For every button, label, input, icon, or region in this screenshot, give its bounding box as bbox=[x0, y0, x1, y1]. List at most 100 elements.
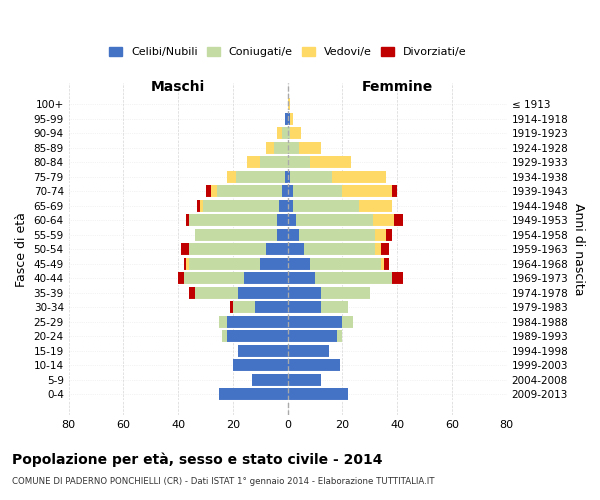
Bar bbox=[219, 388, 287, 400]
Bar bbox=[320, 302, 348, 313]
Bar bbox=[282, 128, 287, 139]
Bar bbox=[373, 214, 394, 226]
Legend: Celibi/Nubili, Coniugati/e, Vedovi/e, Divorziati/e: Celibi/Nubili, Coniugati/e, Vedovi/e, Di… bbox=[104, 42, 471, 62]
Bar bbox=[189, 214, 277, 226]
Bar bbox=[287, 200, 293, 211]
Bar bbox=[211, 186, 217, 197]
Bar bbox=[252, 374, 287, 386]
Bar bbox=[290, 113, 293, 124]
Bar bbox=[320, 287, 370, 298]
Bar bbox=[299, 142, 320, 154]
Bar bbox=[299, 229, 376, 240]
Text: Maschi: Maschi bbox=[151, 80, 205, 94]
Bar bbox=[238, 345, 287, 356]
Bar bbox=[260, 156, 287, 168]
Bar bbox=[247, 156, 260, 168]
Bar bbox=[233, 302, 255, 313]
Bar bbox=[392, 186, 397, 197]
Bar bbox=[266, 142, 274, 154]
Bar bbox=[381, 258, 383, 270]
Bar bbox=[310, 258, 381, 270]
Bar bbox=[287, 128, 290, 139]
Bar bbox=[287, 374, 320, 386]
Bar bbox=[287, 214, 296, 226]
Bar bbox=[293, 200, 359, 211]
Bar bbox=[266, 244, 287, 255]
Bar bbox=[383, 258, 389, 270]
Bar bbox=[287, 287, 320, 298]
Bar bbox=[233, 360, 287, 371]
Bar bbox=[230, 302, 233, 313]
Bar bbox=[287, 345, 329, 356]
Bar bbox=[189, 258, 260, 270]
Bar bbox=[244, 272, 287, 284]
Bar bbox=[217, 186, 282, 197]
Bar bbox=[200, 200, 203, 211]
Bar bbox=[337, 330, 343, 342]
Bar bbox=[287, 156, 310, 168]
Bar bbox=[394, 214, 403, 226]
Y-axis label: Fasce di età: Fasce di età bbox=[15, 212, 28, 286]
Bar bbox=[287, 229, 299, 240]
Bar bbox=[287, 388, 348, 400]
Bar bbox=[187, 214, 189, 226]
Bar bbox=[287, 244, 304, 255]
Bar bbox=[194, 287, 238, 298]
Bar bbox=[359, 200, 392, 211]
Bar bbox=[219, 316, 227, 328]
Bar bbox=[277, 214, 287, 226]
Bar bbox=[293, 186, 343, 197]
Bar bbox=[197, 200, 200, 211]
Bar bbox=[386, 229, 392, 240]
Text: Popolazione per età, sesso e stato civile - 2014: Popolazione per età, sesso e stato civil… bbox=[12, 452, 383, 467]
Bar bbox=[290, 128, 301, 139]
Bar bbox=[274, 142, 287, 154]
Bar bbox=[227, 330, 287, 342]
Bar bbox=[287, 316, 343, 328]
Bar bbox=[203, 200, 280, 211]
Bar bbox=[376, 229, 386, 240]
Bar bbox=[277, 229, 287, 240]
Text: Femmine: Femmine bbox=[362, 80, 433, 94]
Bar bbox=[189, 244, 266, 255]
Bar bbox=[331, 171, 386, 182]
Bar bbox=[310, 156, 350, 168]
Bar bbox=[181, 244, 189, 255]
Bar bbox=[343, 186, 392, 197]
Bar bbox=[287, 98, 290, 110]
Bar bbox=[194, 229, 277, 240]
Bar bbox=[255, 302, 287, 313]
Bar bbox=[285, 113, 287, 124]
Bar bbox=[287, 360, 340, 371]
Bar bbox=[227, 316, 287, 328]
Bar bbox=[290, 171, 331, 182]
Bar bbox=[227, 171, 236, 182]
Bar bbox=[287, 258, 310, 270]
Bar bbox=[222, 330, 227, 342]
Bar bbox=[189, 287, 194, 298]
Bar bbox=[236, 171, 285, 182]
Bar bbox=[238, 287, 287, 298]
Bar bbox=[287, 330, 337, 342]
Bar bbox=[287, 113, 290, 124]
Bar bbox=[376, 244, 381, 255]
Bar bbox=[178, 272, 184, 284]
Text: COMUNE DI PADERNO PONCHIELLI (CR) - Dati ISTAT 1° gennaio 2014 - Elaborazione TU: COMUNE DI PADERNO PONCHIELLI (CR) - Dati… bbox=[12, 478, 434, 486]
Bar bbox=[184, 272, 244, 284]
Bar bbox=[381, 244, 389, 255]
Bar bbox=[287, 272, 315, 284]
Bar bbox=[277, 128, 282, 139]
Bar bbox=[280, 200, 287, 211]
Bar bbox=[184, 258, 187, 270]
Bar bbox=[287, 171, 290, 182]
Y-axis label: Anni di nascita: Anni di nascita bbox=[572, 203, 585, 296]
Bar bbox=[392, 272, 403, 284]
Bar bbox=[315, 272, 392, 284]
Bar bbox=[260, 258, 287, 270]
Bar bbox=[287, 186, 293, 197]
Bar bbox=[206, 186, 211, 197]
Bar bbox=[285, 171, 287, 182]
Bar bbox=[187, 258, 189, 270]
Bar bbox=[304, 244, 376, 255]
Bar bbox=[343, 316, 353, 328]
